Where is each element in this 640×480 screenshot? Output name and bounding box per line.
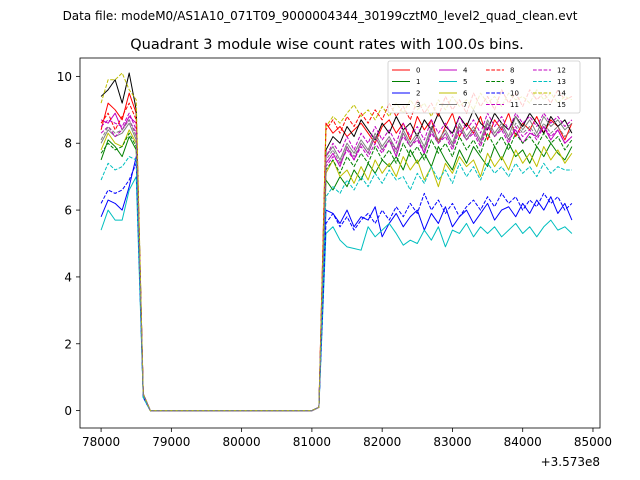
y-tick-label: 10 xyxy=(57,70,72,84)
legend-label-module-13: 13 xyxy=(557,78,566,86)
legend-label-module-10: 10 xyxy=(510,90,519,98)
x-tick-label: 82000 xyxy=(363,435,401,449)
series-line-module-9 xyxy=(100,132,573,412)
x-tick-label: 78000 xyxy=(82,435,120,449)
legend-label-module-1: 1 xyxy=(416,78,420,86)
legend-label-module-15: 15 xyxy=(557,101,566,109)
x-tick-label: 85000 xyxy=(574,435,612,449)
legend-label-module-9: 9 xyxy=(510,78,514,86)
chart-title: Quadrant 3 module wise count rates with … xyxy=(130,37,524,53)
legend-label-module-8: 8 xyxy=(510,67,514,75)
x-tick-label: 83000 xyxy=(433,435,471,449)
legend-label-module-5: 5 xyxy=(463,78,467,86)
series-layer xyxy=(100,72,573,412)
legend-label-module-7: 7 xyxy=(463,101,467,109)
x-tick-label: 79000 xyxy=(152,435,190,449)
legend-box xyxy=(387,60,581,114)
legend-label-module-2: 2 xyxy=(416,90,420,98)
y-tick-label: 2 xyxy=(64,337,72,351)
legend-label-module-0: 0 xyxy=(416,67,420,75)
series-line-module-15 xyxy=(100,119,573,412)
series-line-module-11 xyxy=(100,112,573,412)
legend-label-module-4: 4 xyxy=(463,67,468,75)
legend-label-module-12: 12 xyxy=(557,67,566,75)
x-tick-label: 81000 xyxy=(293,435,331,449)
y-tick-label: 4 xyxy=(64,270,72,284)
y-tick-label: 0 xyxy=(64,404,72,418)
x-tick-label: 84000 xyxy=(504,435,542,449)
y-axis: 0 2 4 6 8 10 xyxy=(57,70,80,418)
legend-label-module-3: 3 xyxy=(416,101,420,109)
legend-label-module-14: 14 xyxy=(557,90,566,98)
x-axis: 78000 79000 80000 81000 82000 83000 84000 85000 xyxy=(82,428,612,449)
legend-label-module-11: 11 xyxy=(510,101,519,109)
y-tick-label: 8 xyxy=(64,137,72,151)
x-offset-label: +3.573e8 xyxy=(541,455,600,469)
chart-suptitle: Data file: modeM0/AS1A10_071T09_90000043… xyxy=(63,9,578,23)
y-tick-label: 6 xyxy=(64,204,72,218)
x-tick-label: 80000 xyxy=(223,435,261,449)
axes-frame xyxy=(79,57,601,429)
legend-label-module-6: 6 xyxy=(463,90,468,98)
